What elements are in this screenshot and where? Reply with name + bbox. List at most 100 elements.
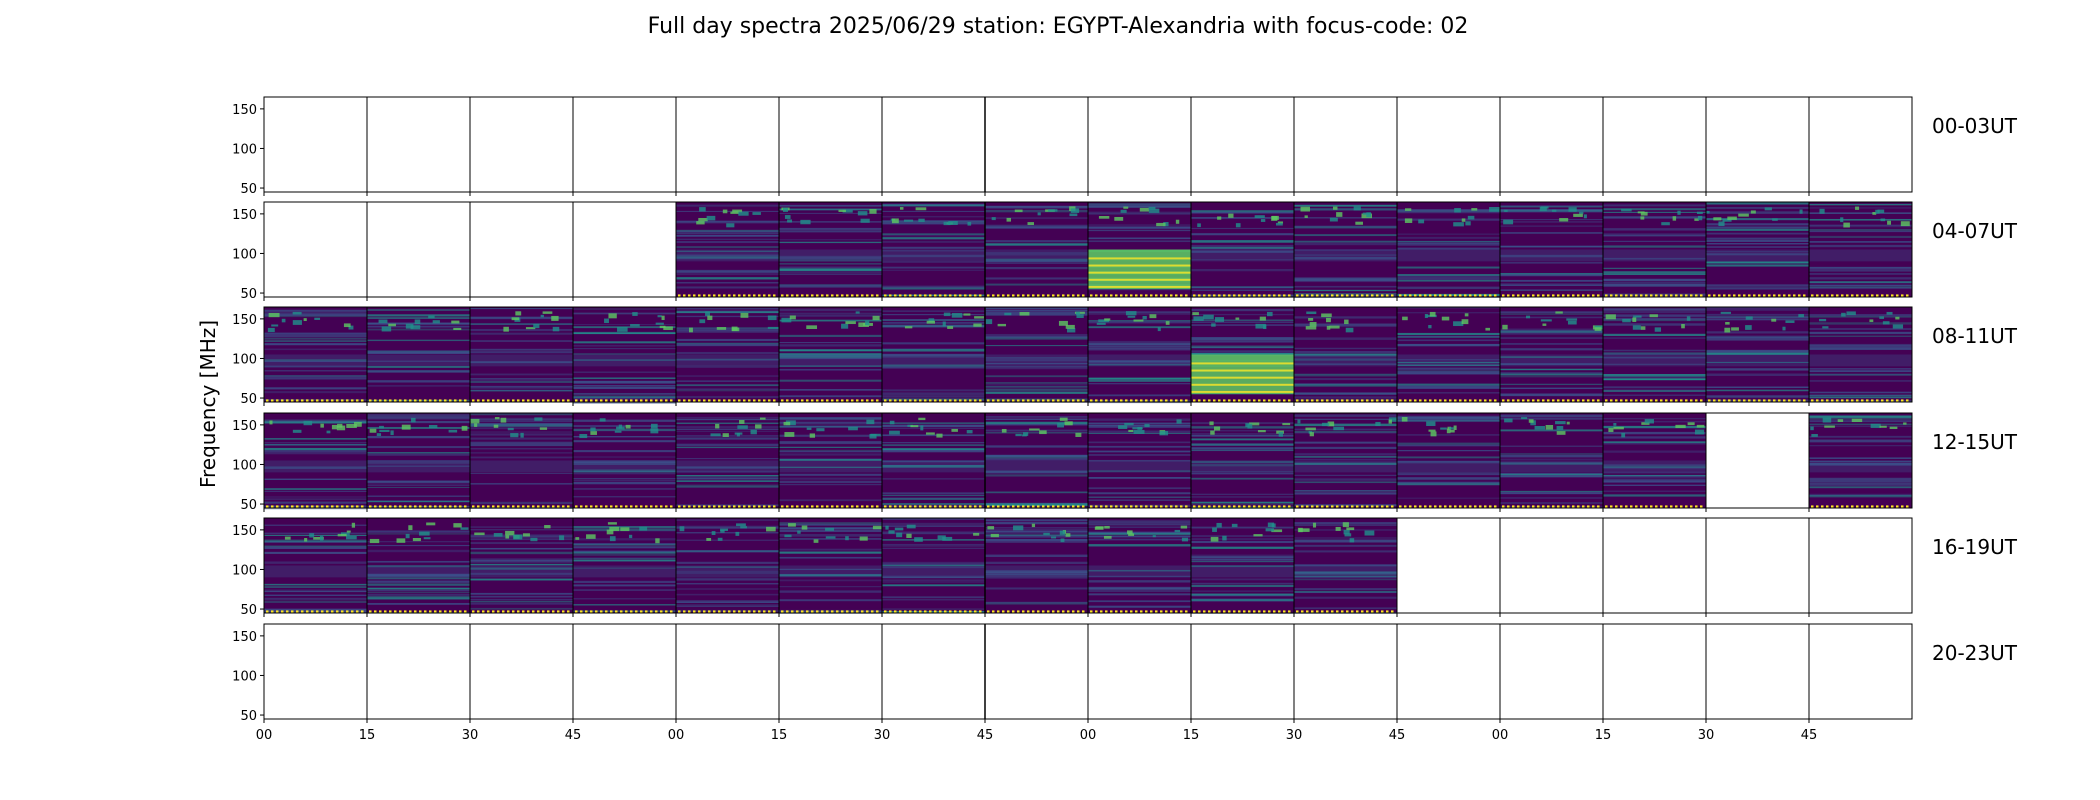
speckle — [428, 424, 438, 428]
baseline-dot — [1115, 505, 1118, 508]
spectral-line — [882, 563, 985, 565]
spectral-line — [470, 528, 573, 531]
spectral-line — [367, 413, 470, 417]
speckle — [1362, 212, 1372, 215]
spectral-line — [573, 397, 676, 400]
spectral-line — [1191, 449, 1294, 451]
speckle — [650, 423, 658, 429]
spectral-line — [1603, 490, 1706, 492]
speckle — [378, 319, 388, 323]
baseline-dot — [542, 505, 545, 508]
spectral-line — [573, 425, 676, 427]
spectral-line — [1500, 475, 1603, 477]
spectral-line — [676, 428, 779, 430]
speckle — [705, 311, 710, 316]
spectral-line — [882, 584, 985, 587]
spectrum-panel — [1191, 518, 1294, 614]
baseline-dot — [851, 610, 854, 613]
spectral-line — [985, 470, 1088, 474]
speckle — [985, 319, 993, 325]
speckle — [1265, 528, 1275, 532]
spectral-line — [1191, 337, 1294, 339]
spectral-line — [985, 491, 1088, 494]
baseline-dot — [1371, 399, 1374, 402]
y-tick-label: 100 — [232, 669, 257, 684]
baseline-dot — [841, 610, 844, 613]
spectral-line — [1294, 289, 1397, 292]
baseline-dot — [1414, 294, 1417, 297]
baseline-dot — [1150, 294, 1153, 297]
baseline-dot — [1708, 399, 1711, 402]
baseline-dot — [1748, 294, 1751, 297]
spectral-line — [1500, 373, 1603, 376]
baseline-dot — [748, 294, 751, 297]
spectral-line — [1603, 418, 1706, 420]
spectral-line — [1809, 482, 1912, 485]
row-time-label: 08-11UT — [1932, 324, 2018, 348]
baseline-dot — [728, 399, 731, 402]
spectral-line — [1191, 422, 1294, 424]
spectral-line — [882, 610, 985, 613]
baseline-dot — [1454, 294, 1457, 297]
spectral-line — [1603, 278, 1706, 282]
baseline-dot — [748, 399, 751, 402]
baseline-dot — [595, 505, 598, 508]
spectral-line — [367, 590, 470, 592]
speckle — [1892, 324, 1904, 329]
baseline-dot — [1193, 399, 1196, 402]
baseline-dot — [1180, 294, 1183, 297]
speckle — [405, 533, 410, 539]
spectral-line — [1500, 205, 1603, 208]
baseline-dot — [552, 399, 555, 402]
spectral-line — [1500, 316, 1603, 319]
spectral-line — [1294, 454, 1397, 456]
baseline-dot — [1439, 294, 1442, 297]
speckle — [838, 209, 846, 212]
spectral-line — [882, 240, 985, 243]
spectral-line — [1088, 526, 1191, 528]
baseline-dot — [992, 505, 995, 508]
baseline-dot — [1670, 399, 1673, 402]
spectral-line — [1809, 331, 1912, 335]
spectral-line — [676, 550, 779, 553]
speckle — [1430, 431, 1437, 437]
spectral-line — [1294, 249, 1397, 252]
spectral-line — [1191, 233, 1294, 236]
spectral-line — [1500, 462, 1603, 464]
baseline-dot — [1831, 399, 1834, 402]
baseline-dot — [753, 399, 756, 402]
spectral-line — [1603, 283, 1706, 287]
spectral-line — [470, 385, 573, 387]
spectral-line — [676, 390, 779, 392]
spectral-line — [1088, 229, 1191, 232]
baseline-dot — [1346, 294, 1349, 297]
panel-frame — [1808, 306, 1913, 403]
speckle — [1335, 526, 1341, 531]
spectral-line — [264, 590, 367, 593]
speckle — [320, 423, 324, 428]
baseline-dot — [856, 294, 859, 297]
spectral-line — [1809, 486, 1912, 489]
spectral-line — [1088, 224, 1191, 226]
spectral-line — [1500, 473, 1603, 475]
baseline-dot — [954, 399, 957, 402]
baseline-dot — [497, 399, 500, 402]
baseline-dot — [301, 610, 304, 613]
spectral-line — [882, 355, 985, 358]
spectral-line — [1500, 273, 1603, 277]
panel-frame — [366, 201, 471, 298]
baseline-dot — [1738, 399, 1741, 402]
baseline-dot — [1072, 505, 1075, 508]
baseline-dot — [1037, 610, 1040, 613]
spectral-line — [1191, 590, 1294, 592]
spectral-line — [882, 210, 985, 212]
baseline-dot — [836, 505, 839, 508]
spectral-line — [882, 503, 985, 505]
baseline-dot — [1012, 294, 1015, 297]
baseline-dot — [1891, 505, 1894, 508]
spectral-line — [1500, 209, 1603, 212]
spectral-line — [264, 466, 367, 469]
baseline-dot — [924, 399, 927, 402]
speckle — [337, 533, 347, 537]
